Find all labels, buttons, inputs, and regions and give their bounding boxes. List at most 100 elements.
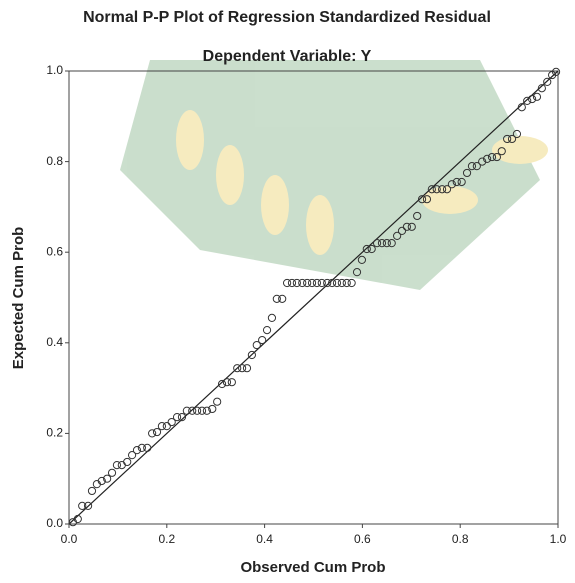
data-point (238, 364, 247, 373)
watermark-shape (306, 195, 334, 255)
data-point (452, 177, 461, 187)
y-tick-label: 1.0 (46, 63, 63, 77)
x-tick-label: 0.0 (61, 532, 78, 546)
data-point (407, 222, 416, 231)
data-point (233, 364, 242, 373)
data-point (298, 278, 307, 288)
watermark-shape (176, 110, 204, 170)
data-point (143, 443, 152, 452)
data-point (367, 244, 376, 254)
data-point (482, 154, 492, 163)
y-tick-label: 0.4 (46, 335, 63, 349)
x-tick-label: 0.8 (452, 532, 469, 546)
data-point (442, 185, 452, 194)
data-point (208, 404, 217, 414)
data-point (432, 185, 441, 194)
data-point (258, 335, 267, 345)
data-point (332, 278, 342, 288)
watermark-shape (492, 136, 548, 164)
x-tick-label: 0.6 (354, 532, 371, 546)
data-point (97, 476, 106, 486)
data-point (152, 427, 162, 437)
chart-title: Normal P-P Plot of Regression Standardiz… (83, 9, 491, 26)
data-point (247, 350, 256, 360)
y-tick-label: 0.6 (46, 244, 63, 258)
data-point (177, 412, 187, 422)
data-point (202, 406, 211, 415)
data-point (317, 278, 326, 288)
data-point (307, 278, 317, 288)
data-point (73, 514, 82, 524)
data-point (503, 134, 512, 144)
data-point (262, 326, 272, 335)
data-point (327, 278, 337, 288)
data-point (87, 486, 97, 496)
data-point (372, 239, 382, 248)
data-point (492, 152, 501, 162)
x-tick-label: 1.0 (550, 532, 567, 546)
data-point (312, 278, 322, 288)
data-point (157, 422, 167, 431)
watermark (120, 60, 548, 290)
y-tick-label: 0.0 (46, 516, 63, 530)
data-point (342, 278, 351, 288)
data-point (267, 313, 277, 322)
data-point (457, 177, 466, 187)
data-point (222, 378, 232, 387)
data-point (282, 278, 292, 288)
data-point (78, 501, 87, 510)
data-point (467, 162, 477, 171)
data-point (323, 278, 332, 288)
x-axis-title: Observed Cum Prob (240, 559, 385, 576)
data-point (413, 211, 422, 221)
data-point (172, 412, 182, 422)
watermark-shape (120, 60, 540, 290)
data-point (242, 364, 252, 373)
data-point (123, 457, 132, 467)
data-point (487, 152, 497, 162)
data-point (103, 474, 112, 483)
data-point (162, 422, 171, 431)
watermark-shape (261, 175, 289, 235)
data-point (517, 103, 526, 112)
x-tick-label: 0.2 (158, 532, 175, 546)
data-point (478, 157, 487, 166)
data-point (527, 94, 537, 104)
data-point (387, 239, 396, 248)
data-point (132, 446, 142, 455)
data-point (422, 195, 432, 204)
data-point (337, 278, 346, 288)
data-point (107, 468, 117, 477)
data-point (447, 180, 456, 189)
data-point (472, 162, 481, 171)
x-tick-label: 0.4 (256, 532, 273, 546)
data-point (393, 231, 402, 240)
data-point (182, 406, 191, 415)
data-point (303, 278, 312, 288)
data-point (512, 129, 522, 139)
data-point (362, 244, 371, 254)
data-point (217, 379, 227, 389)
data-point (193, 406, 202, 415)
data-point (197, 406, 207, 415)
data-point (377, 239, 387, 248)
chart-subtitle: Dependent Variable: Y (203, 48, 372, 65)
data-point (278, 294, 287, 303)
data-point (497, 147, 506, 156)
data-point (417, 195, 427, 204)
data-point (347, 278, 356, 288)
data-point (117, 461, 126, 470)
data-point (507, 134, 517, 144)
data-point (148, 429, 157, 438)
data-point (252, 340, 261, 350)
data-point (438, 185, 447, 194)
data-point (292, 278, 301, 288)
data-point (402, 222, 411, 231)
data-point (523, 96, 532, 105)
data-point (167, 417, 176, 427)
data-point (137, 443, 146, 452)
data-point (537, 84, 546, 93)
y-tick-label: 0.8 (46, 154, 63, 168)
data-point (532, 92, 542, 101)
